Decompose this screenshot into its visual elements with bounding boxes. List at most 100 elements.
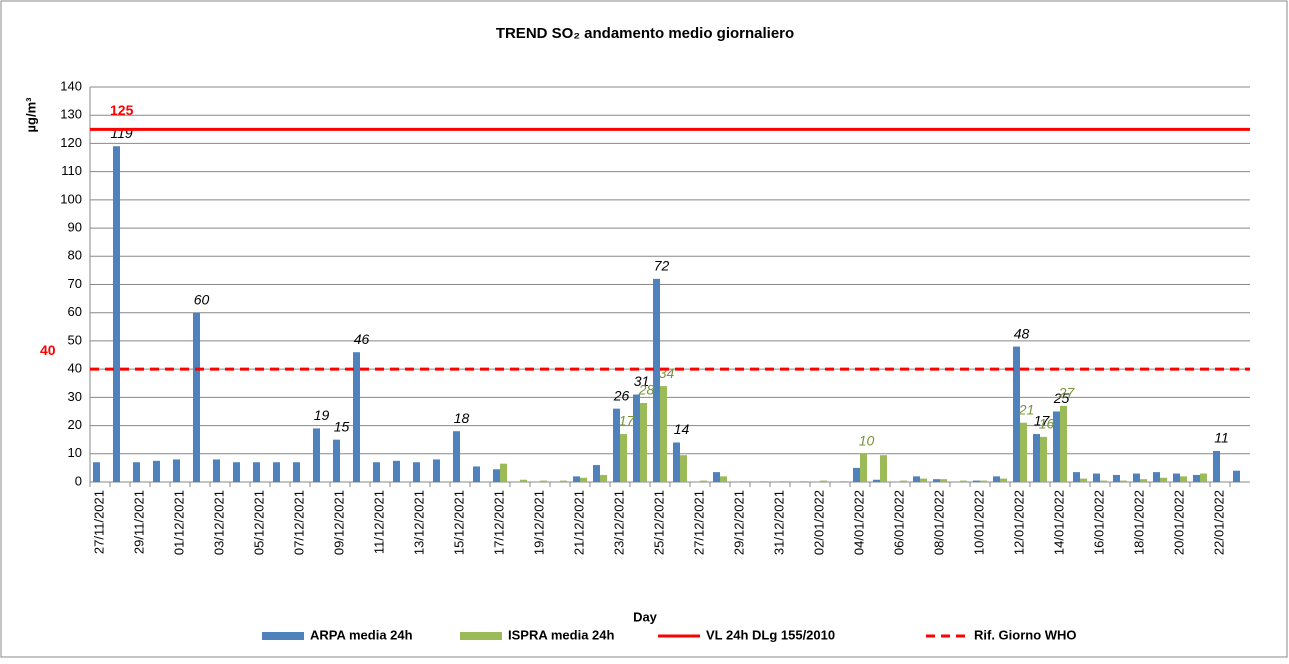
bar [1180, 476, 1187, 482]
bar [760, 481, 767, 482]
bar [900, 480, 907, 482]
x-tick-label: 06/01/2022 [891, 490, 906, 555]
bar [133, 462, 140, 482]
bar [1193, 474, 1200, 482]
bar [173, 459, 180, 482]
legend-label: VL 24h DLg 155/2010 [706, 627, 835, 642]
reference-label: 40 [40, 342, 56, 358]
bar [613, 408, 620, 482]
data-label: 18 [454, 410, 470, 426]
data-label: 28 [638, 382, 655, 398]
legend-label: Rif. Giorno WHO [974, 627, 1077, 642]
x-tick-label: 23/12/2021 [611, 490, 626, 555]
bar [153, 460, 160, 482]
y-tick-label: 80 [68, 248, 82, 263]
bar [333, 439, 340, 482]
x-tick-label: 29/12/2021 [731, 490, 746, 555]
bar [993, 476, 1000, 482]
bar [1000, 478, 1007, 482]
legend-label: ARPA media 24h [310, 627, 413, 642]
x-tick-label: 27/11/2021 [91, 490, 106, 554]
bar [1033, 434, 1040, 482]
y-tick-label: 100 [60, 191, 82, 206]
bar [293, 462, 300, 482]
bar [713, 472, 720, 482]
bar [920, 478, 927, 482]
data-label: 19 [314, 407, 330, 423]
bar [93, 462, 100, 482]
bar [720, 476, 727, 482]
bar [980, 480, 987, 482]
bar [313, 428, 320, 482]
bar [933, 479, 940, 482]
bar [1080, 478, 1087, 482]
bar [1020, 422, 1027, 482]
x-axis-label: Day [633, 609, 658, 624]
bar [660, 386, 667, 482]
bar [1100, 480, 1107, 482]
bar [473, 466, 480, 482]
bar [853, 467, 860, 482]
bar [800, 481, 807, 482]
x-tick-label: 17/12/2021 [491, 490, 506, 555]
data-label: 46 [354, 331, 370, 347]
bar [680, 455, 687, 482]
data-label: 26 [613, 387, 630, 403]
data-label: 25 [1053, 390, 1070, 406]
bar [1040, 436, 1047, 482]
y-tick-label: 20 [68, 417, 82, 432]
bar [193, 312, 200, 482]
data-label: 48 [1014, 325, 1030, 341]
data-label: 27 [1058, 385, 1076, 401]
bar [1153, 472, 1160, 482]
bar [1140, 479, 1147, 482]
y-tick-label: 50 [68, 332, 82, 347]
data-label: 17 [619, 413, 636, 429]
bar [393, 460, 400, 482]
bar [1113, 474, 1120, 482]
y-tick-label: 130 [60, 107, 82, 122]
x-tick-label: 29/11/2021 [131, 490, 146, 554]
bar [640, 403, 647, 482]
x-tick-label: 01/12/2021 [171, 490, 186, 555]
data-label: 15 [334, 418, 350, 434]
data-label: 17 [1034, 413, 1051, 429]
bar [453, 431, 460, 482]
x-tick-label: 12/01/2022 [1011, 490, 1026, 555]
x-tick-label: 10/01/2022 [971, 490, 986, 555]
data-label: 11 [1214, 430, 1229, 446]
bar [1233, 470, 1240, 482]
bar [940, 479, 947, 482]
bar [1213, 450, 1220, 482]
y-tick-label: 60 [68, 304, 82, 319]
x-tick-label: 14/01/2022 [1051, 490, 1066, 555]
bar [600, 474, 607, 482]
bar [913, 476, 920, 482]
bar [1060, 405, 1067, 482]
data-label: 14 [674, 421, 690, 437]
x-tick-label: 27/12/2021 [691, 490, 706, 555]
bar [233, 462, 240, 482]
bar [493, 469, 500, 482]
x-tick-label: 08/01/2022 [931, 490, 946, 555]
x-tick-label: 05/12/2021 [251, 490, 266, 555]
data-label: 31 [634, 373, 650, 389]
bar [520, 479, 527, 482]
x-tick-label: 19/12/2021 [531, 490, 546, 555]
y-tick-label: 140 [60, 78, 82, 93]
x-tick-label: 11/12/2021 [371, 490, 386, 554]
x-tick-label: 25/12/2021 [651, 490, 666, 555]
bar [820, 480, 827, 482]
bar [840, 481, 847, 482]
bar [560, 480, 567, 482]
bar [973, 480, 980, 482]
x-tick-label: 09/12/2021 [331, 490, 346, 555]
legend-label: ISPRA media 24h [508, 627, 615, 642]
bar [273, 462, 280, 482]
bar [653, 278, 660, 482]
bar [1133, 473, 1140, 482]
bar [353, 352, 360, 482]
bar [673, 442, 680, 482]
